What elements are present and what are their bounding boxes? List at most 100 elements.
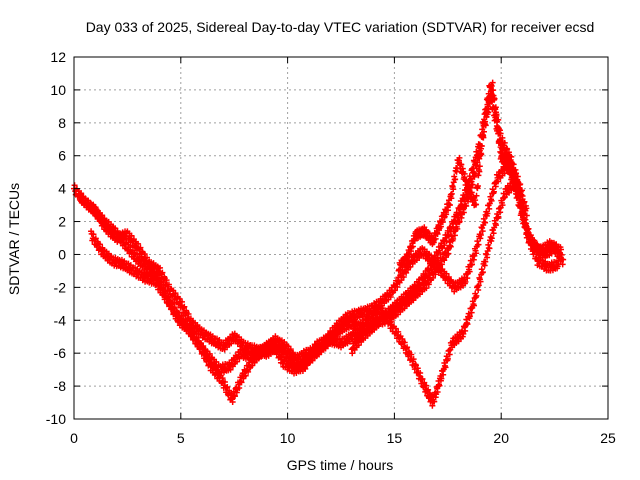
- data-point: [434, 389, 441, 396]
- data-point: [403, 269, 410, 276]
- data-point: [471, 302, 478, 309]
- data-point: [475, 172, 482, 179]
- y-tick-label: -10: [46, 411, 66, 427]
- data-point: [137, 244, 144, 251]
- data-point: [479, 126, 486, 133]
- grid: [74, 57, 608, 419]
- data-point: [164, 293, 171, 300]
- data-point: [158, 279, 165, 286]
- data-point: [514, 178, 521, 185]
- data-point: [466, 268, 473, 275]
- data-point: [232, 393, 239, 400]
- data-point: [520, 217, 527, 224]
- data-point: [440, 371, 447, 378]
- data-point: [165, 281, 172, 288]
- data-point: [558, 246, 565, 253]
- data-point: [492, 222, 499, 229]
- data-point: [173, 310, 180, 317]
- data-point: [474, 182, 481, 189]
- y-tick-label: 2: [58, 214, 66, 230]
- data-point: [507, 153, 514, 160]
- data-point: [499, 202, 506, 209]
- data-point: [489, 79, 496, 86]
- data-point: [245, 368, 252, 375]
- data-point: [215, 368, 222, 375]
- data-point: [486, 205, 493, 212]
- x-tick-label: 15: [387, 430, 403, 446]
- data-point: [473, 250, 480, 257]
- data-point: [421, 277, 428, 284]
- data-point: [446, 202, 453, 209]
- data-point: [114, 228, 121, 235]
- data-point: [482, 258, 489, 265]
- data-point: [477, 232, 484, 239]
- chart-title: Day 033 of 2025, Sidereal Day-to-day VTE…: [86, 19, 595, 35]
- data-point: [447, 243, 454, 250]
- y-tick-label: 4: [58, 181, 66, 197]
- data-point: [452, 176, 459, 183]
- data-point: [387, 293, 394, 300]
- data-point: [438, 375, 445, 382]
- x-axis-label: GPS time / hours: [287, 457, 394, 473]
- data-point: [511, 168, 518, 175]
- x-tick-label: 0: [70, 430, 78, 446]
- data-point: [156, 274, 163, 281]
- data-point: [504, 145, 511, 152]
- data-point: [450, 186, 457, 193]
- data-point: [404, 257, 411, 264]
- data-point: [395, 328, 402, 335]
- data-point: [452, 218, 459, 225]
- y-tick-label: -6: [54, 345, 67, 361]
- data-point: [445, 250, 452, 257]
- y-tick-label: 12: [50, 49, 66, 65]
- data-point: [492, 105, 499, 112]
- data-point: [464, 321, 471, 328]
- data-point: [71, 182, 78, 189]
- data-point: [90, 231, 97, 238]
- data-point: [202, 349, 209, 356]
- data-point: [224, 383, 231, 390]
- axes: 0 5 10 15 20 25 -10 -8 -6 -4 -2 0 2 4 6 8 10 12: [46, 49, 616, 446]
- data-point: [486, 245, 493, 252]
- data-point: [404, 344, 411, 351]
- data-point: [181, 303, 188, 310]
- data-point: [462, 327, 469, 334]
- data-point: [496, 139, 503, 146]
- data-point: [364, 332, 371, 339]
- x-tick-label: 5: [177, 430, 185, 446]
- data-point: [468, 189, 475, 196]
- data-point: [484, 254, 491, 261]
- data-point: [477, 278, 484, 285]
- data-point: [194, 321, 201, 328]
- data-point: [251, 359, 258, 366]
- data-point: [522, 222, 529, 229]
- data-point: [456, 209, 463, 216]
- data-point: [491, 95, 498, 102]
- data-point: [445, 232, 452, 239]
- data-point: [497, 148, 504, 155]
- data-point: [323, 342, 330, 349]
- data-point: [490, 188, 497, 195]
- data-point: [523, 205, 530, 212]
- data-point: [416, 254, 423, 261]
- data-point: [458, 161, 465, 168]
- data-point: [488, 197, 495, 204]
- data-point: [482, 219, 489, 226]
- data-point: [436, 262, 443, 269]
- data-point: [238, 379, 245, 386]
- data-point: [227, 366, 234, 373]
- series-track-3: [77, 176, 562, 409]
- data-point: [556, 249, 563, 256]
- data-point: [143, 254, 150, 261]
- data-point: [358, 339, 365, 346]
- y-tick-label: 6: [58, 148, 66, 164]
- data-point: [475, 282, 482, 289]
- data-point: [470, 165, 477, 172]
- data-point: [480, 132, 487, 139]
- data-point: [456, 154, 463, 161]
- data-point: [406, 251, 413, 258]
- data-point: [482, 118, 489, 125]
- data-point: [494, 124, 501, 131]
- data-point: [415, 285, 422, 292]
- data-point: [417, 370, 424, 377]
